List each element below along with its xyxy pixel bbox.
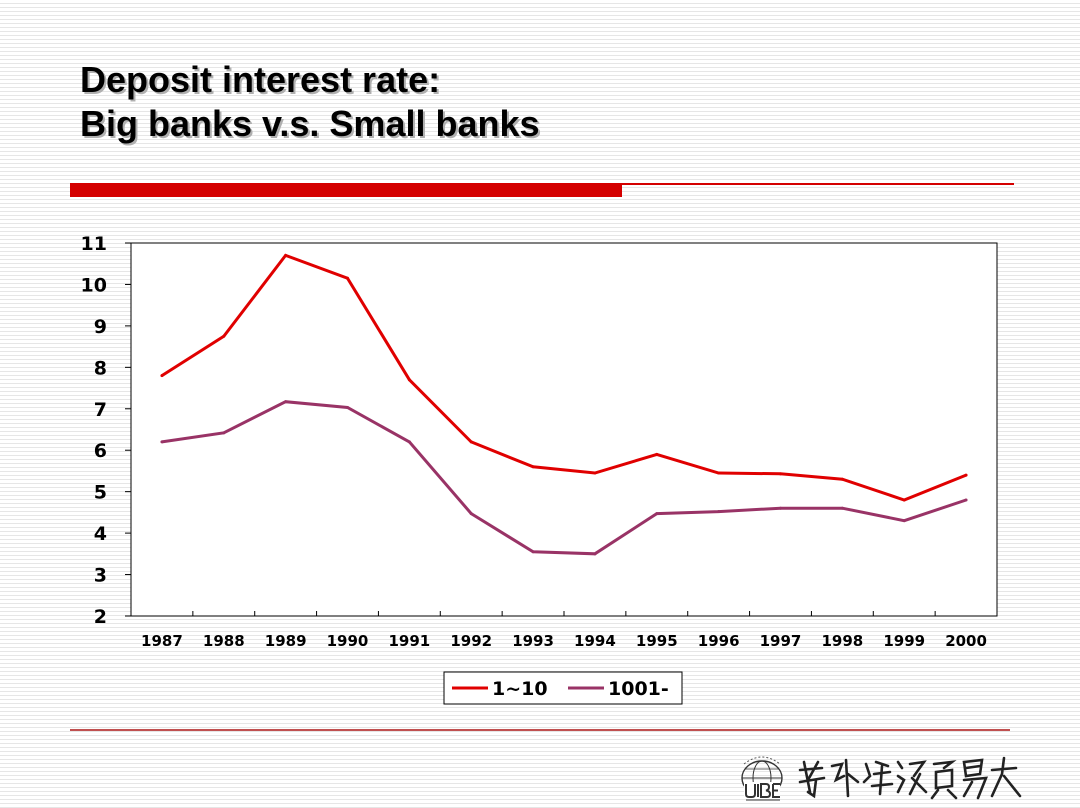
line-chart: 2 3 4 5 6 7 8 9 10 11 1987 1988 1989 1990 1991 1992 199… (81, 233, 998, 705)
x-tick-label: 1988 (203, 632, 245, 650)
series-1-point (222, 334, 226, 338)
title-underline-bar (70, 183, 622, 197)
series-line-2 (161, 400, 967, 556)
series-1-point (469, 440, 473, 444)
chart-legend: 1~10 1001- (443, 671, 683, 705)
slide-title-line-2: Big banks v.s. Small banks (80, 103, 540, 144)
logo-calligraphy (798, 756, 1022, 800)
series-2-point (222, 431, 226, 435)
series-2-point (717, 510, 721, 514)
series-1-point (717, 471, 721, 475)
series-1-point (284, 253, 288, 257)
y-tick-label: 5 (94, 482, 107, 504)
series-layer (160, 253, 968, 556)
y-tick-label: 10 (81, 274, 107, 296)
series-line-1 (161, 253, 967, 502)
series-1-point (160, 374, 164, 378)
x-tick-label: 1994 (574, 632, 616, 650)
series-2-point (840, 506, 844, 510)
series-1-point (964, 473, 968, 477)
slide-title-line-1: Deposit interest rate: (80, 59, 441, 100)
series-2-point (346, 406, 349, 410)
x-tick-label: 1996 (698, 632, 740, 650)
x-axis: 1987 1988 1989 1990 1991 1992 1993 1994 1995 1996… (130, 611, 998, 650)
series-1-point (779, 472, 782, 476)
y-tick-label: 9 (94, 316, 107, 338)
series-2-point (531, 550, 535, 554)
slide-title: Deposit interest rate: Big banks v.s. Sm… (80, 58, 540, 146)
y-tick-label: 7 (94, 399, 107, 421)
series-2-point (593, 552, 597, 556)
title-underline-rule (622, 183, 1014, 185)
x-tick-label: 1993 (512, 632, 554, 650)
y-tick-label: 6 (94, 440, 107, 462)
x-tick-label: 2000 (945, 632, 987, 650)
x-tick-label: 1999 (883, 632, 925, 650)
x-tick-label: 1998 (821, 632, 863, 650)
series-2-point (160, 440, 164, 444)
x-tick-label: 1991 (388, 632, 430, 650)
x-tick-label: 1990 (327, 632, 369, 650)
series-2-point (284, 400, 288, 404)
series-1-point (531, 465, 535, 469)
x-tick-label: 1989 (265, 632, 307, 650)
x-tick-label: 1997 (760, 632, 802, 650)
series-2-point (902, 519, 906, 523)
y-tick-label: 2 (94, 606, 107, 628)
x-tick-label: 1992 (450, 632, 492, 650)
footer-divider (70, 729, 1010, 731)
university-logo (741, 756, 1022, 801)
legend-label-series-1: 1~10 (492, 678, 548, 700)
series-1-point (593, 471, 597, 475)
series-2-point (779, 506, 782, 510)
x-tick-label: 1995 (636, 632, 678, 650)
series-2-point (407, 440, 411, 444)
y-tick-label: 4 (94, 523, 107, 545)
series-1-point (840, 477, 844, 481)
legend-label-series-2: 1001- (608, 678, 669, 700)
series-1-point (407, 378, 411, 382)
series-2-point (469, 512, 473, 516)
chart-plot-area (130, 242, 998, 617)
logo-emblem-icon (741, 756, 783, 801)
y-axis: 2 3 4 5 6 7 8 9 10 11 (81, 233, 131, 628)
series-1-point (655, 452, 659, 456)
series-1-point (346, 276, 349, 280)
series-1-point (902, 498, 906, 502)
y-tick-label: 8 (94, 357, 107, 379)
x-tick-label: 1987 (141, 632, 183, 650)
series-2-point (655, 512, 659, 516)
series-2-point (964, 498, 968, 502)
y-tick-label: 11 (81, 233, 107, 255)
y-tick-label: 3 (94, 565, 107, 587)
